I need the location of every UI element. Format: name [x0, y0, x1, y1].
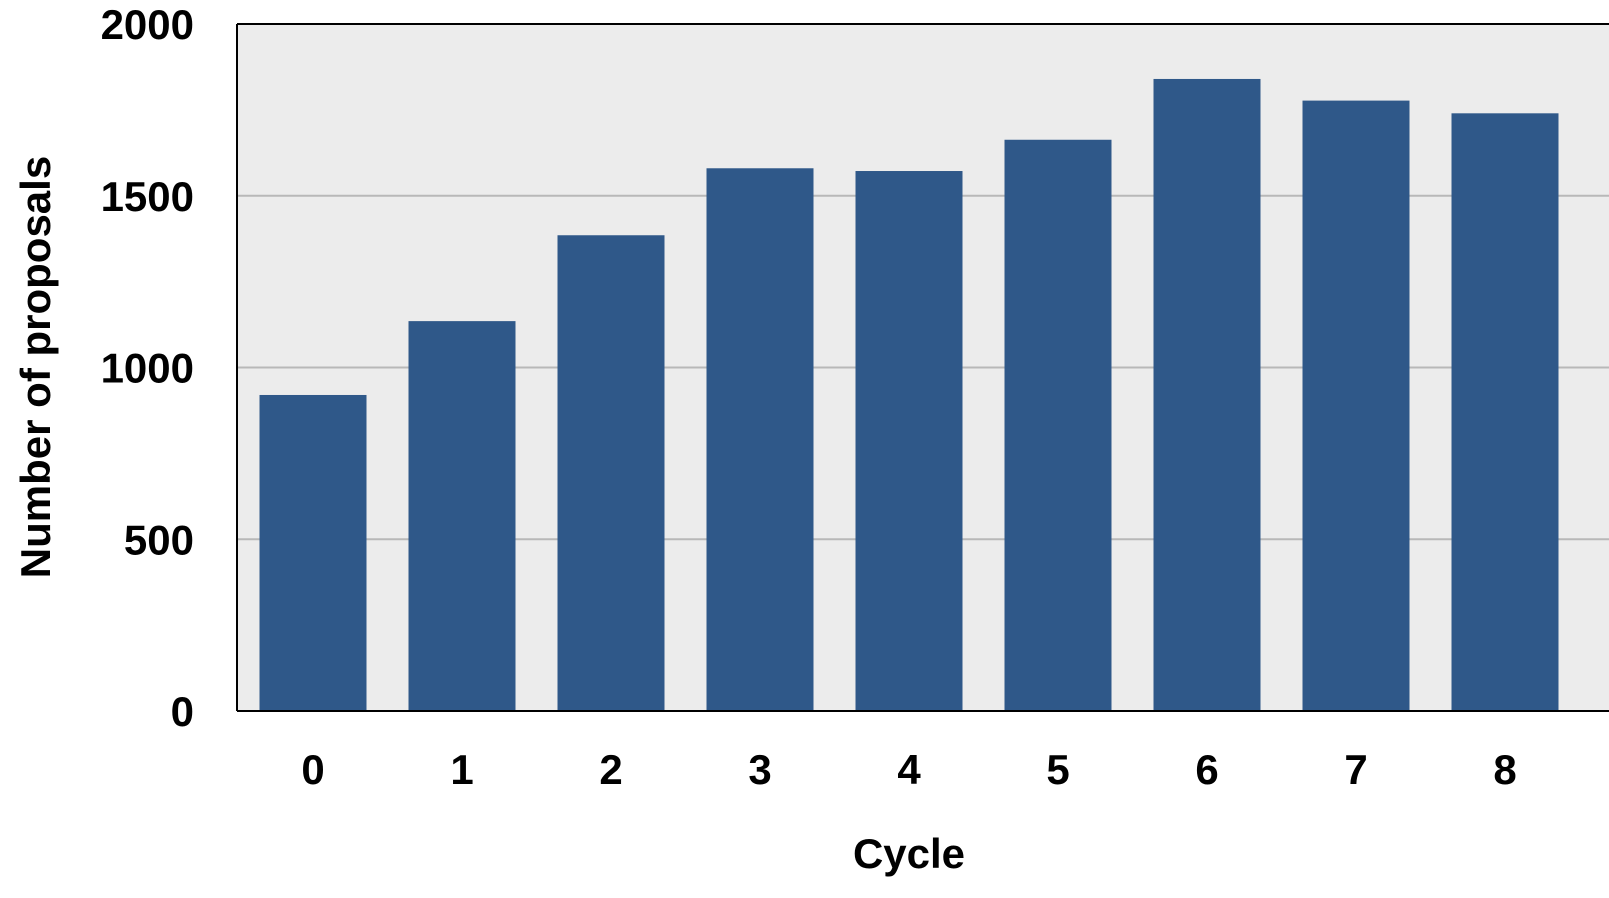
x-tick-label: 5 — [1046, 746, 1069, 793]
y-tick-label: 500 — [124, 516, 194, 563]
bar-2 — [557, 235, 665, 711]
x-tick-labels: 0 1 2 3 4 5 6 7 8 — [301, 746, 1516, 793]
x-axis-title: Cycle — [853, 830, 965, 877]
x-tick-label: 1 — [450, 746, 473, 793]
x-tick-label: 6 — [1195, 746, 1218, 793]
x-tick-label: 7 — [1344, 746, 1367, 793]
y-axis-title: Number of proposals — [12, 156, 59, 578]
bar-1 — [408, 321, 516, 711]
bar-7 — [1302, 100, 1410, 711]
bar-5 — [1004, 139, 1112, 711]
x-tick-label: 0 — [301, 746, 324, 793]
bar-4 — [855, 171, 963, 711]
bar-3 — [706, 168, 814, 711]
bar-6 — [1153, 78, 1261, 711]
y-tick-label: 2000 — [101, 1, 194, 48]
x-tick-label: 4 — [897, 746, 921, 793]
bars — [259, 78, 1559, 711]
y-tick-label: 1000 — [101, 345, 194, 392]
bar-8 — [1451, 113, 1559, 711]
x-tick-label: 3 — [748, 746, 771, 793]
x-tick-label: 2 — [599, 746, 622, 793]
y-tick-label: 1500 — [101, 173, 194, 220]
bar-0 — [259, 394, 367, 711]
y-tick-labels: 0 500 1000 1500 2000 — [101, 1, 194, 735]
y-tick-label: 0 — [171, 688, 194, 735]
x-tick-label: 8 — [1493, 746, 1516, 793]
